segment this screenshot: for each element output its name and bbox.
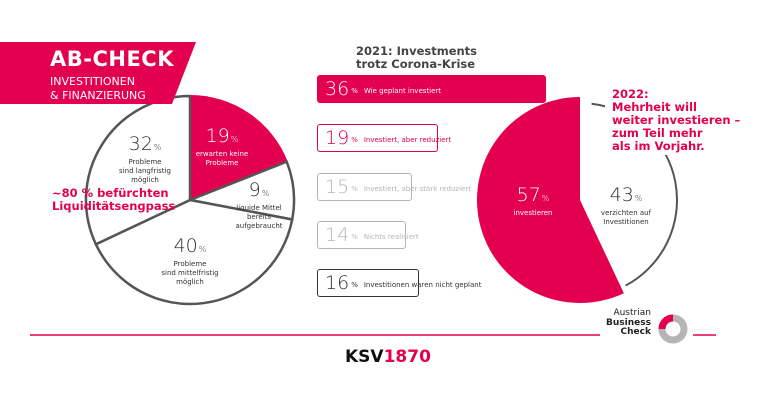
label: verzichten auf (600, 209, 652, 217)
pie1-label-1: 9% liquide Mittel bereits aufgebraucht (235, 180, 282, 231)
callout-line: ~80 % befürchten (52, 186, 169, 200)
bar-unit: % (351, 185, 358, 193)
unit: % (261, 189, 270, 198)
logo-line: Austrian (613, 308, 651, 318)
title-line: 2021: Investments (356, 44, 478, 58)
callout-backdrop (605, 85, 715, 155)
callout-line: als im Vorjahr. (612, 139, 705, 153)
bar-unit: % (351, 87, 358, 95)
liquidity-callout: ~80 % befürchten Liquiditätsengpass (52, 187, 175, 213)
pie1-slice-0 (190, 95, 288, 200)
bar-4: 16% Investitionen waren nicht geplant (317, 269, 481, 297)
bar-1: 19% Investiert, aber reduziert (317, 124, 451, 152)
ksv-logo: KSV1870 (345, 347, 431, 367)
value: 40 (173, 235, 198, 257)
bar-unit: % (351, 281, 358, 289)
bar-2: 15% Investiert, aber stark reduziert (317, 173, 471, 201)
bar-label: Investiert, aber stark reduziert (363, 185, 471, 193)
value: 9 (248, 179, 261, 201)
brand-black: KSV (345, 347, 384, 367)
bar-0: 36% Wie geplant investiert (317, 75, 546, 103)
value: 19 (205, 125, 230, 147)
header-banner (0, 42, 196, 104)
subtitle-line: INVESTITIONEN (50, 75, 135, 88)
label: investieren (513, 209, 553, 217)
bar-value: 36 (325, 78, 350, 100)
bar-value: 14 (325, 224, 350, 246)
pie2-slice-0 (476, 97, 624, 303)
bar-value: 15 (325, 176, 350, 198)
bars-title: 2021: Investments trotz Corona-Krise (356, 45, 477, 71)
pie2-label-0: 57% investieren (514, 185, 553, 218)
label: möglich (176, 278, 204, 286)
unit: % (541, 194, 550, 203)
label: Probleme (173, 260, 207, 268)
pie2-label-1: 43% verzichten auf Investitionen (601, 185, 651, 227)
value: 57 (516, 184, 541, 206)
callout-line: Mehrheit will (612, 100, 697, 114)
subtitle-line: & FINANZIERUNG (50, 89, 146, 102)
callout-line: 2022: (612, 87, 649, 101)
callout-line: zum Teil mehr (612, 126, 703, 140)
label: sind mittelfristig (161, 269, 219, 277)
pie1-slice-2 (94, 198, 294, 306)
header-title: AB-CHECK (50, 47, 174, 71)
brand-red: 1870 (383, 347, 431, 367)
bar-label: Nichts realisiert (363, 233, 419, 241)
unit: % (230, 135, 239, 144)
bar-value: 16 (325, 272, 350, 294)
pie1-label-3: 32% Probleme sind langfristig möglich (119, 134, 171, 185)
logo-line: Business (606, 317, 651, 328)
outlook-callout: 2022: Mehrheit will weiter investieren –… (612, 88, 740, 153)
bar-label: Wie geplant investiert (363, 87, 442, 95)
label: bereits (246, 213, 272, 221)
title-line: trotz Corona-Krise (356, 57, 476, 71)
pie1-label-2: 40% Probleme sind mittelfristig möglich (161, 236, 218, 287)
unit: % (153, 143, 162, 152)
pie1-label-0: 19% erwarten keine Probleme (196, 126, 249, 168)
label: möglich (131, 176, 159, 184)
logo-ring-accent-icon (658, 314, 674, 330)
label: Probleme (128, 158, 162, 166)
bar-label: Investiert, aber reduziert (363, 136, 452, 144)
label: sind langfristig (119, 167, 171, 175)
callout-line: Liquiditätsengpass (52, 199, 176, 213)
logo-line: Check (620, 327, 651, 337)
bar-unit: % (351, 136, 358, 144)
bar-3: 14% Nichts realisiert (317, 221, 419, 249)
label: aufgebraucht (235, 222, 283, 230)
value: 32 (128, 133, 153, 155)
bar-unit: % (351, 233, 358, 241)
label: Probleme (205, 159, 239, 167)
bar-label: Investitionen waren nicht geplant (363, 281, 482, 289)
unit: % (634, 194, 643, 203)
unit: % (198, 245, 207, 254)
label: erwarten keine (195, 150, 249, 158)
value: 43 (609, 184, 634, 206)
bar-value: 19 (325, 127, 350, 149)
label: Investitionen (603, 218, 649, 226)
austrian-business-check-logo: Austrian Business Check (606, 308, 651, 338)
label: liquide Mittel (236, 204, 282, 212)
header-subtitle: INVESTITIONEN & FINANZIERUNG (50, 75, 146, 103)
callout-line: weiter investieren – (612, 113, 741, 127)
